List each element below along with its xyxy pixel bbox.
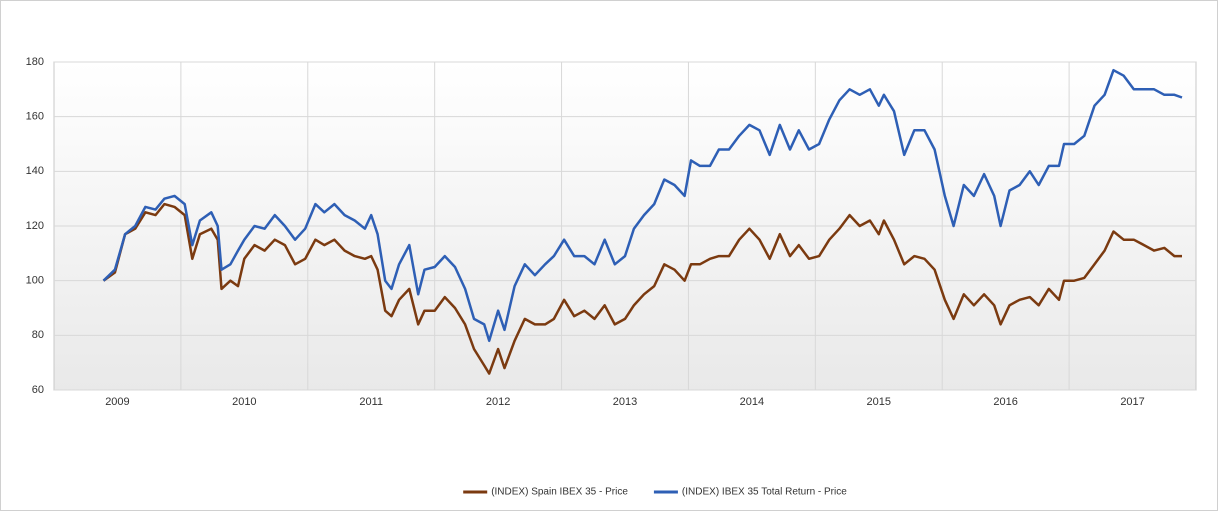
x-tick-label: 2011: [359, 396, 383, 408]
y-tick-label: 100: [26, 275, 44, 287]
y-tick-label: 180: [26, 56, 44, 68]
y-tick-label: 80: [32, 329, 44, 341]
series-line: [102, 202, 1182, 375]
x-tick-label: 2017: [1120, 396, 1144, 408]
y-tick-label: 160: [26, 111, 44, 123]
x-tick-label: 2013: [613, 396, 637, 408]
x-tick-label: 2015: [867, 396, 891, 408]
series-line: [102, 68, 1183, 343]
y-tick-label: 120: [26, 220, 44, 232]
x-tick-label: 2010: [232, 396, 256, 408]
x-tick-label: 2014: [740, 396, 764, 408]
legend-label: (INDEX) Spain IBEX 35 - Price: [491, 487, 628, 498]
y-tick-label: 60: [32, 384, 44, 396]
x-tick-label: 2012: [486, 396, 510, 408]
x-tick-label: 2016: [993, 396, 1017, 408]
y-tick-label: 140: [26, 165, 44, 177]
x-tick-label: 2009: [105, 396, 129, 408]
legend-label: (INDEX) IBEX 35 Total Return - Price: [682, 487, 847, 498]
